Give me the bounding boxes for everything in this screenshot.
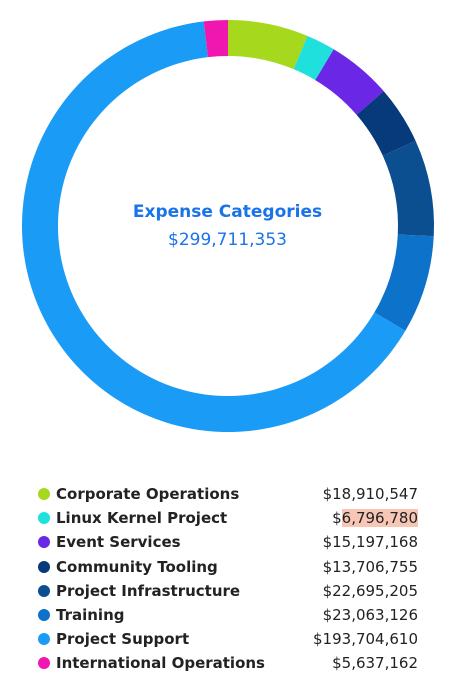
- donut-slice-training[interactable]: [374, 234, 434, 331]
- chart-total: $299,711,353: [168, 230, 287, 250]
- legend-dot-icon: [38, 488, 50, 501]
- chart-title: Expense Categories: [132, 202, 323, 222]
- legend-item[interactable]: Training $23,063,126: [38, 603, 418, 627]
- legend-label: Corporate Operations: [56, 485, 240, 504]
- legend-item[interactable]: Community Tooling $13,706,755: [38, 555, 418, 579]
- legend-item[interactable]: Event Services $15,197,168: [38, 530, 418, 554]
- legend-value: $13,706,755: [322, 557, 418, 576]
- legend-value: $18,910,547: [322, 485, 418, 504]
- legend-label: International Operations: [56, 654, 265, 673]
- legend-value: $15,197,168: [322, 533, 418, 552]
- legend-item[interactable]: Project Infrastructure $22,695,205: [38, 579, 418, 603]
- legend-label: Training: [56, 606, 125, 625]
- donut-slice-international-operations[interactable]: [203, 20, 228, 58]
- legend-dot-icon: [38, 584, 50, 597]
- legend-item[interactable]: Linux Kernel Project $6,796,780: [38, 506, 418, 530]
- donut-chart: [21, 20, 434, 433]
- legend-dot-icon: [38, 536, 50, 549]
- legend-dot-icon: [38, 657, 50, 670]
- legend-dot-icon: [38, 512, 50, 525]
- legend: Corporate Operations $18,910,547 Linux Ker…: [38, 482, 418, 676]
- legend-label: Project Support: [56, 630, 190, 649]
- legend-value: $22,695,205: [322, 581, 418, 600]
- donut-slice-corporate-operations[interactable]: [228, 20, 308, 70]
- legend-item[interactable]: Project Support $193,704,610: [38, 627, 418, 651]
- legend-value: $6,796,780: [332, 509, 418, 528]
- legend-label: Event Services: [56, 533, 181, 552]
- legend-item[interactable]: International Operations $5,637,162: [38, 651, 418, 675]
- legend-label: Community Tooling: [56, 557, 218, 576]
- legend-value: $5,637,162: [332, 654, 418, 673]
- legend-item[interactable]: Corporate Operations $18,910,547: [38, 482, 418, 506]
- legend-label: Linux Kernel Project: [56, 509, 228, 528]
- donut-slice-event-services[interactable]: [315, 49, 384, 115]
- donut-slice-linux-kernel-project[interactable]: [293, 35, 334, 81]
- donut-slice-community-tooling[interactable]: [356, 91, 416, 156]
- legend-value: $23,063,126: [322, 606, 418, 625]
- legend-dot-icon: [38, 609, 50, 622]
- donut-slice-project-infrastructure[interactable]: [382, 140, 434, 237]
- highlighted-value: 6,796,780: [341, 509, 418, 528]
- legend-value: $193,704,610: [313, 630, 418, 649]
- legend-label: Project Infrastructure: [56, 581, 241, 600]
- legend-dot-icon: [38, 633, 50, 646]
- legend-dot-icon: [38, 560, 50, 573]
